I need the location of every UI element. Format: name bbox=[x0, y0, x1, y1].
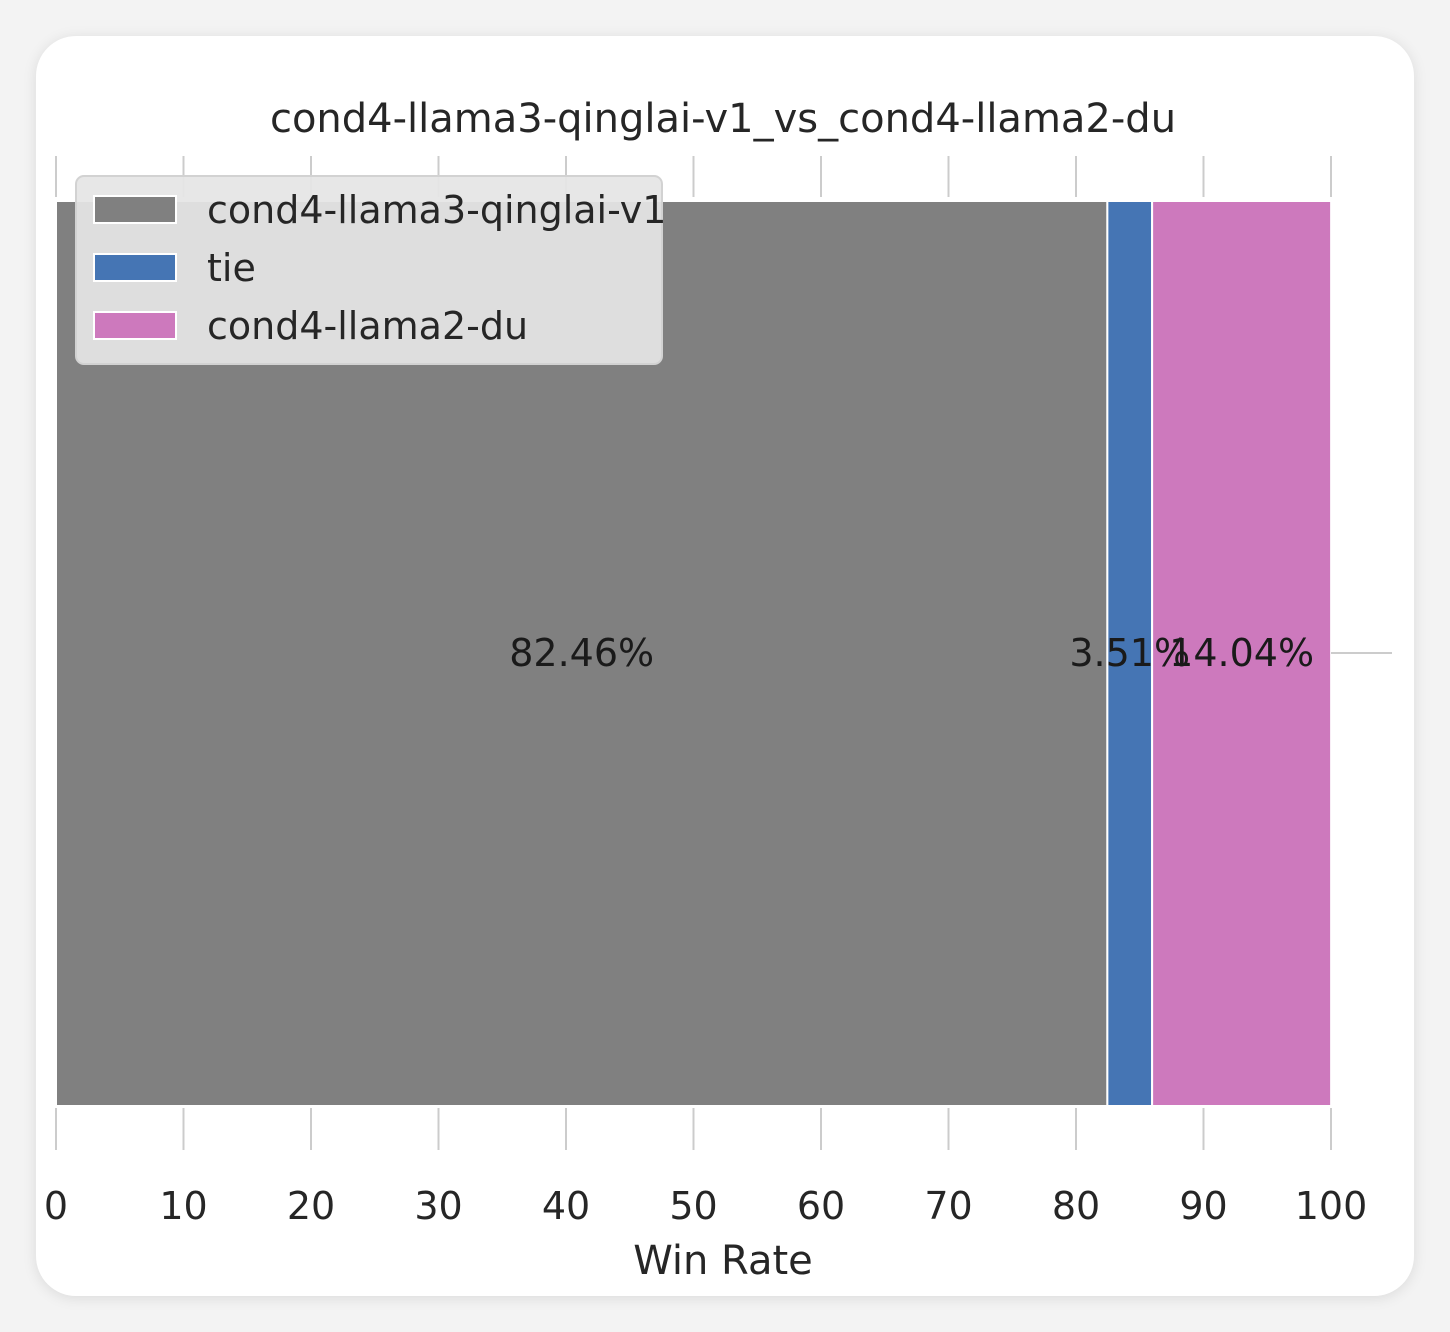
x-tick-label: 100 bbox=[1295, 1184, 1368, 1228]
data-labels: 82.46% 3.51%14.04% bbox=[509, 631, 1314, 675]
x-tick-label: 80 bbox=[1052, 1184, 1100, 1228]
chart-title: cond4-llama3-qinglai-v1_vs_cond4-llama2-… bbox=[270, 96, 1176, 142]
legend-swatch bbox=[93, 253, 177, 282]
x-axis-label: Win Rate bbox=[633, 1238, 813, 1284]
legend-label: cond4-llama2-du bbox=[207, 304, 528, 348]
x-tick-label: 20 bbox=[287, 1184, 335, 1228]
data-label: 14.04% bbox=[1169, 631, 1314, 675]
legend-label: tie bbox=[207, 246, 256, 290]
data-label: 82.46% bbox=[509, 631, 654, 675]
data-label: 3.51% bbox=[1069, 631, 1190, 675]
legend-swatch bbox=[93, 311, 177, 340]
x-tick-label: 90 bbox=[1179, 1184, 1227, 1228]
x-tick-label: 60 bbox=[797, 1184, 845, 1228]
x-tick-label: 50 bbox=[669, 1184, 717, 1228]
x-tick-label: 0 bbox=[44, 1184, 68, 1228]
bar-segment bbox=[1151, 200, 1333, 1107]
legend-box bbox=[75, 175, 663, 365]
bars bbox=[55, 200, 1333, 1107]
x-tick-label: 40 bbox=[542, 1184, 590, 1228]
x-tick-label: 10 bbox=[159, 1184, 207, 1228]
legend-swatch bbox=[93, 195, 177, 224]
legend: cond4-llama3-qinglai-v1 tie cond4-llama2-d… bbox=[75, 175, 666, 365]
legend-label: cond4-llama3-qinglai-v1 bbox=[207, 188, 666, 232]
x-tick-label: 70 bbox=[924, 1184, 972, 1228]
bottom-ticks: 0 10 20 30 40 50 60 70 80 90 100 bbox=[44, 1108, 1367, 1228]
x-tick-label: 30 bbox=[414, 1184, 462, 1228]
